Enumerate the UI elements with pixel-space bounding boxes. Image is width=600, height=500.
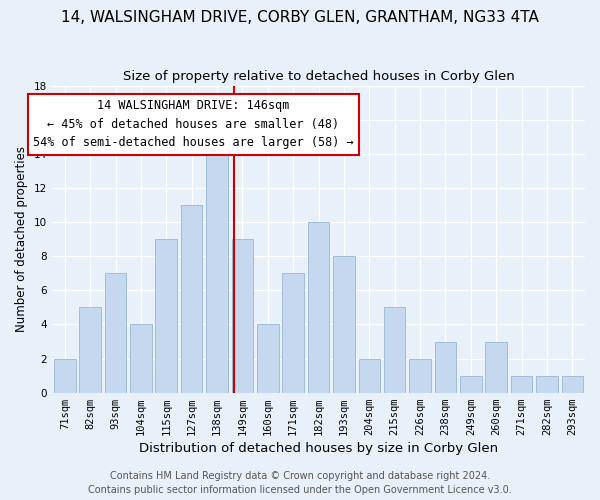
Title: Size of property relative to detached houses in Corby Glen: Size of property relative to detached ho… [122, 70, 514, 83]
Bar [434, 342, 456, 392]
Bar [384, 308, 406, 392]
Bar [283, 274, 304, 392]
Text: Contains HM Land Registry data © Crown copyright and database right 2024.
Contai: Contains HM Land Registry data © Crown c… [88, 471, 512, 495]
Bar [511, 376, 532, 392]
Bar [359, 358, 380, 392]
Bar [333, 256, 355, 392]
Bar [485, 342, 507, 392]
Bar [206, 154, 228, 392]
Bar [257, 324, 278, 392]
Text: 14, WALSINGHAM DRIVE, CORBY GLEN, GRANTHAM, NG33 4TA: 14, WALSINGHAM DRIVE, CORBY GLEN, GRANTH… [61, 10, 539, 25]
Bar [460, 376, 482, 392]
Bar [562, 376, 583, 392]
Bar [308, 222, 329, 392]
Y-axis label: Number of detached properties: Number of detached properties [16, 146, 28, 332]
X-axis label: Distribution of detached houses by size in Corby Glen: Distribution of detached houses by size … [139, 442, 498, 455]
Bar [536, 376, 558, 392]
Bar [130, 324, 152, 392]
Bar [105, 274, 127, 392]
Text: 14 WALSINGHAM DRIVE: 146sqm
← 45% of detached houses are smaller (48)
54% of sem: 14 WALSINGHAM DRIVE: 146sqm ← 45% of det… [33, 100, 353, 150]
Bar [181, 205, 202, 392]
Bar [79, 308, 101, 392]
Bar [409, 358, 431, 392]
Bar [155, 239, 177, 392]
Bar [232, 239, 253, 392]
Bar [54, 358, 76, 392]
